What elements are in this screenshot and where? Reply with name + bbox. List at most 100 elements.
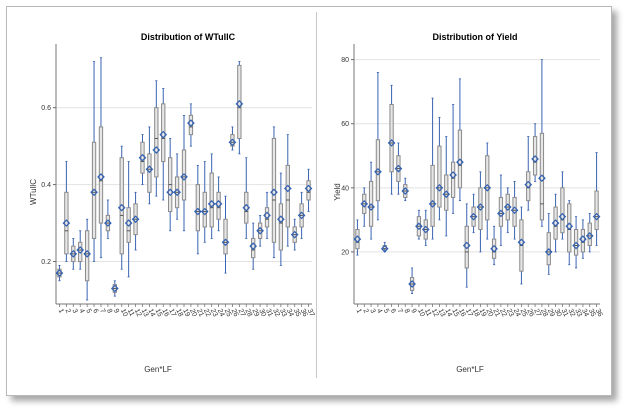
mean-marker: [360, 199, 369, 208]
mean-marker: [138, 153, 147, 162]
y-axis-label: WTullC: [29, 179, 38, 205]
x-tick-label: 25: [519, 308, 529, 318]
mean-marker: [104, 219, 112, 227]
mean-marker: [200, 207, 209, 216]
x-tick-label: 11: [126, 308, 135, 318]
x-tick-label: 36: [594, 308, 604, 318]
x-tick-label: 5: [382, 308, 390, 315]
x-tick-label: 23: [505, 308, 515, 318]
box: [140, 141, 145, 174]
x-tick-label: 2: [361, 308, 369, 315]
x-tick-label: 19: [478, 308, 488, 318]
x-tick-label: 20: [484, 308, 494, 318]
y-tick-label: 80: [341, 57, 349, 64]
box: [553, 206, 558, 240]
box: [430, 164, 435, 227]
x-tick-label: 22: [498, 308, 508, 318]
mean-marker: [76, 246, 85, 254]
mean-marker: [110, 284, 119, 293]
x-tick-label: 4: [77, 308, 85, 315]
box: [389, 103, 394, 173]
mean-marker: [277, 215, 285, 224]
x-tick-label: 5: [84, 308, 92, 315]
x-axis-label: Gen*LF: [144, 365, 172, 374]
box: [244, 191, 249, 224]
mean-marker: [97, 173, 105, 181]
mean-marker: [462, 241, 471, 250]
mean-marker: [166, 188, 175, 197]
mean-marker: [415, 222, 423, 231]
mean-marker: [180, 173, 188, 181]
mean-marker: [173, 188, 181, 197]
mean-marker: [449, 171, 457, 179]
box: [64, 191, 69, 255]
x-tick-label: 33: [573, 308, 583, 318]
mean-marker: [497, 209, 505, 218]
x-tick-label: 9: [409, 308, 417, 315]
x-tick-label: 34: [285, 308, 295, 318]
x-tick-label: 2: [64, 308, 72, 315]
x-tick-label: 24: [512, 308, 522, 318]
y-tick-label: 0.2: [41, 259, 51, 266]
mean-marker: [558, 212, 567, 221]
mean-marker: [428, 199, 437, 208]
mean-marker: [483, 183, 492, 192]
mean-marker: [263, 211, 271, 220]
mean-marker: [517, 238, 526, 247]
mean-marker: [565, 222, 574, 231]
mean-marker: [304, 184, 313, 193]
mean-marker: [249, 242, 258, 251]
x-tick-label: 13: [437, 308, 447, 318]
x-tick-label: 12: [430, 308, 440, 318]
x-tick-label: 21: [491, 308, 501, 318]
mean-marker: [193, 207, 202, 216]
x-tick-label: 28: [539, 308, 549, 318]
mean-marker: [394, 164, 403, 173]
mean-marker: [510, 206, 519, 215]
x-tick-label: 15: [154, 308, 164, 318]
x-tick-label: 27: [532, 308, 542, 318]
box: [223, 218, 228, 255]
y-tick-label: 60: [341, 121, 349, 128]
x-tick-label: 10: [416, 308, 426, 318]
x-tick-label: 34: [580, 308, 590, 318]
x-tick-label: 3: [368, 308, 376, 315]
x-tick-label: 12: [133, 308, 143, 318]
x-tick-label: 3: [70, 308, 78, 315]
box: [491, 238, 497, 259]
x-tick-label: 32: [271, 308, 281, 318]
box: [154, 107, 159, 178]
x-tick-label: 9: [112, 308, 120, 315]
mean-marker: [408, 280, 416, 288]
x-tick-label: 1: [57, 308, 65, 315]
chart-title: Distribution of WTullC: [141, 32, 236, 42]
x-tick-label: 26: [525, 308, 535, 318]
x-tick-label: 18: [174, 308, 184, 318]
mean-marker: [579, 235, 587, 243]
x-tick-label: 31: [264, 308, 274, 318]
mean-marker: [207, 199, 216, 208]
x-tick-label: 4: [375, 308, 383, 315]
mean-marker: [152, 146, 161, 154]
x-axis-label: Gen*LF: [456, 365, 484, 374]
mean-marker: [228, 138, 237, 147]
y-tick-label: 40: [341, 185, 349, 192]
mean-marker: [256, 226, 264, 235]
mean-marker: [55, 269, 64, 277]
mean-marker: [469, 212, 478, 221]
mean-marker: [235, 99, 244, 108]
x-tick-label: 1: [355, 308, 363, 315]
x-tick-label: 10: [119, 308, 129, 318]
mean-marker: [90, 188, 98, 197]
mean-marker: [503, 203, 512, 211]
chart-wtullc: Distribution of WTullC Gen*LF WTullC 0.2…: [29, 32, 315, 374]
x-tick-label: 23: [209, 308, 219, 318]
box: [437, 145, 442, 208]
x-tick-label: 6: [91, 308, 99, 315]
x-tick-label: 36: [299, 308, 309, 318]
mean-marker: [159, 130, 168, 139]
mean-marker: [283, 184, 292, 193]
x-tick-label: 7: [396, 308, 404, 315]
x-tick-label: 27: [237, 308, 247, 318]
